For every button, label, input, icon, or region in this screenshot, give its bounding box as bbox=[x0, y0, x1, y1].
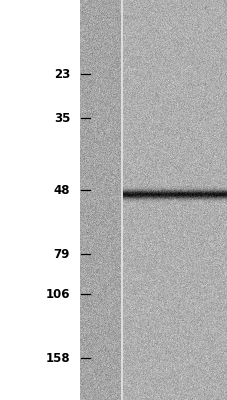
Bar bbox=[0, 0, 80, 400]
Text: 23: 23 bbox=[54, 68, 70, 80]
Text: 35: 35 bbox=[54, 112, 70, 124]
Text: 158: 158 bbox=[45, 352, 70, 364]
Text: 106: 106 bbox=[45, 288, 70, 300]
Text: 48: 48 bbox=[53, 184, 70, 196]
Text: 79: 79 bbox=[54, 248, 70, 260]
